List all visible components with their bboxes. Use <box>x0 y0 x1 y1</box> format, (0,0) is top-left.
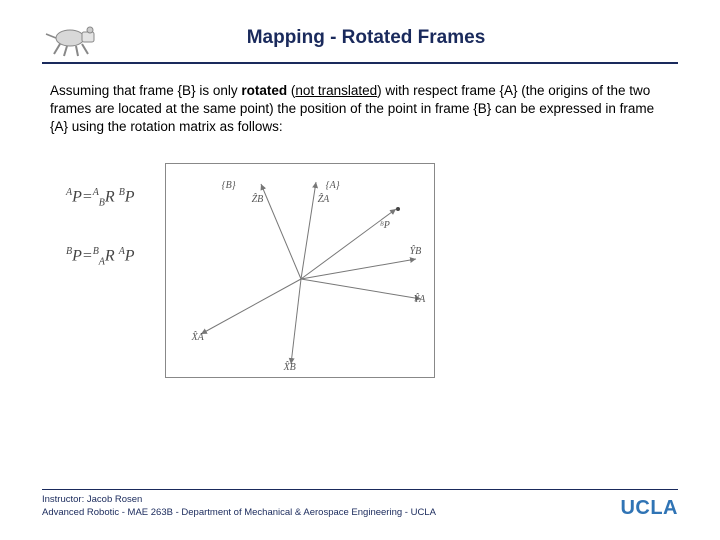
footer: Instructor: Jacob Rosen Advanced Robotic… <box>42 489 678 520</box>
slide-title: Mapping - Rotated Frames <box>124 27 678 49</box>
footer-line2: Advanced Robotic - MAE 263B - Department… <box>42 507 436 520</box>
slide: Mapping - Rotated Frames Assuming that f… <box>0 0 720 540</box>
body-pre: Assuming that frame {B} is only <box>50 83 241 98</box>
label-ya: ŶA <box>414 294 426 305</box>
body-under: not translated <box>295 83 377 98</box>
label-yb: ŶB <box>410 246 422 257</box>
label-xb: X̂B <box>284 362 296 373</box>
body-bold: rotated <box>241 83 287 98</box>
label-zb: ẐB <box>252 194 264 205</box>
footer-row: Instructor: Jacob Rosen Advanced Robotic… <box>42 494 678 520</box>
equations: AP=ABR BP BP=BAR AP <box>66 187 135 268</box>
label-xa: X̂A <box>192 332 204 343</box>
equation-1: AP=ABR BP <box>66 187 135 209</box>
footer-text: Instructor: Jacob Rosen Advanced Robotic… <box>42 494 436 520</box>
header: Mapping - Rotated Frames <box>42 18 678 58</box>
equation-2: BP=BAR AP <box>66 246 135 268</box>
ucla-logo: UCLA <box>620 497 678 520</box>
frames-diagram: {B} {A} ẐB ẐA ŶB ŶA X̂A X̂B ᴮP <box>165 163 435 378</box>
label-bp: ᴮP <box>380 220 390 231</box>
frames-svg <box>166 164 436 379</box>
label-frame-b: {B} <box>222 180 236 191</box>
title-divider <box>42 62 678 64</box>
label-za: ẐA <box>318 194 330 205</box>
label-frame-a: {A} <box>326 180 340 191</box>
footer-divider <box>42 489 678 490</box>
content-row: AP=ABR BP BP=BAR AP {B} {A} ẐB ẐA ŶB <box>66 163 678 378</box>
footer-line1: Instructor: Jacob Rosen <box>42 494 436 507</box>
body-paragraph: Assuming that frame {B} is only rotated … <box>50 82 670 137</box>
robot-icon <box>42 18 112 58</box>
